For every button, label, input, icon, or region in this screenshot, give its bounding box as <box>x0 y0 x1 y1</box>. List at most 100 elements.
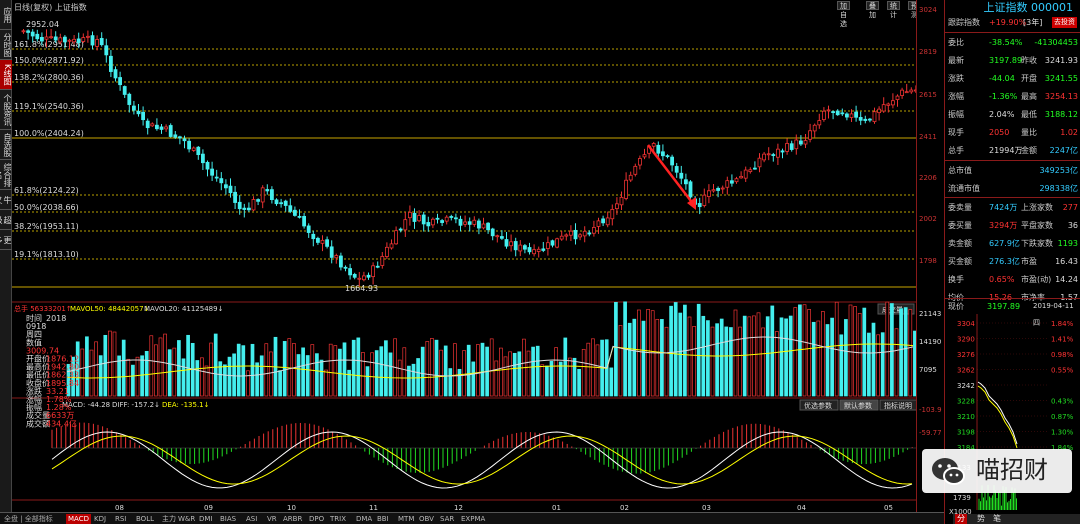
indicator-tab-sar[interactable]: SAR <box>440 515 455 523</box>
overlay-value: 434.4亿 <box>46 418 77 428</box>
order-row: 卖金额 627.9亿 下跌家数 1193 <box>945 235 1080 252</box>
indicator-tab-vr[interactable]: VR <box>267 515 277 523</box>
left-tab-7[interactable]: 超级盘口 <box>0 210 12 230</box>
mini-price-tick: 3184 <box>957 444 975 452</box>
intraday-mini-chart[interactable]: 3304 1.84% 3290 1.41% 3276 0.98% 3262 0.55% 3242… <box>945 314 1080 524</box>
kline-chart-area[interactable]: 161.8%(2951.48) 150.0%(2871.92) 138.2%(280… <box>12 0 916 512</box>
left-tab-0[interactable]: 应用 <box>0 0 12 30</box>
candle-body <box>297 215 302 218</box>
indicator-tab-[interactable]: 主力 <box>162 515 176 523</box>
candle-body <box>633 165 638 175</box>
volume-bar <box>572 357 577 397</box>
volume-bar <box>204 365 209 397</box>
indicator-tab-bias[interactable]: BIAS <box>220 515 237 523</box>
candle-body <box>325 239 330 247</box>
volume-bar <box>264 343 269 397</box>
candle-body <box>716 187 720 191</box>
left-tab-3[interactable]: 个股资讯 <box>0 90 12 130</box>
left-tab-6[interactable]: 牛叉诊断 <box>0 190 12 210</box>
bottombar-left-label[interactable]: 全盘 | 全部指标 <box>4 515 53 523</box>
volume-bar <box>586 342 591 397</box>
volume-bar <box>480 342 485 397</box>
volume-bar <box>581 348 586 397</box>
tab-bi[interactable]: 笔 <box>993 514 1001 523</box>
overlay-value: 1.28% <box>46 403 72 412</box>
indicator-tab-mtm[interactable]: MTM <box>398 515 415 523</box>
tab-shi[interactable]: 势 <box>977 514 985 523</box>
overlay-button[interactable]: 叠加 <box>866 1 879 19</box>
indicator-tab-asi[interactable]: ASI <box>246 515 258 523</box>
indicator-tab-arbr[interactable]: ARBR <box>283 515 303 523</box>
candle-body <box>67 39 72 42</box>
candle-body <box>320 239 325 244</box>
candle-body <box>127 93 132 105</box>
overlay-key: 时间 <box>26 313 42 323</box>
left-tab-2[interactable]: K线图 <box>0 60 12 90</box>
indicator-tab-wr[interactable]: W&R <box>178 515 196 523</box>
left-tab-1[interactable]: 分时图 <box>0 30 12 60</box>
candle-body <box>430 218 435 226</box>
mini-pct-tick: 1.30% <box>1051 429 1074 437</box>
indicator-tab-obv[interactable]: OBV <box>419 515 434 523</box>
overlay-key: 涨跌 <box>26 386 42 396</box>
indicator-tab-boll[interactable]: BOLL <box>136 515 154 523</box>
candle-body <box>86 35 90 38</box>
order-value2: 1.57 <box>1060 289 1078 306</box>
volume-bar <box>738 326 742 397</box>
volume-bar <box>131 364 135 397</box>
volume-bar <box>292 343 296 397</box>
candle-body <box>53 36 58 41</box>
left-tab-8[interactable]: 更多 <box>0 230 12 250</box>
invest-button[interactable]: 去投资 <box>1052 17 1077 28</box>
add-favorite-button[interactable]: 加自选 <box>837 1 850 28</box>
candle-body <box>95 39 99 47</box>
volume-bar <box>494 360 499 397</box>
volume-bar <box>347 369 351 397</box>
candle-body <box>49 36 53 39</box>
indicator-tab-dpo[interactable]: DPO <box>309 515 325 523</box>
macd-btn2-button[interactable] <box>839 399 879 411</box>
price-tick: 1798 <box>919 257 937 265</box>
indicator-tab-dmi[interactable]: DMI <box>199 515 213 523</box>
order-value: 15.26 <box>989 289 1012 306</box>
candle-body <box>242 207 247 210</box>
indicator-tab-dma[interactable]: DMA <box>356 515 373 523</box>
indicator-tab-trix[interactable]: TRIX <box>330 515 346 523</box>
volume-bar <box>98 355 103 397</box>
fib-label: 50.0%(2038.66) <box>14 203 79 212</box>
candle-body <box>403 219 408 231</box>
indicator-tab-kdj[interactable]: KDJ <box>94 515 107 523</box>
volume-bar <box>913 330 916 397</box>
volume-bar <box>250 343 255 397</box>
volume-bar <box>618 325 623 397</box>
volume-bar <box>784 318 788 397</box>
macd-btn1-button[interactable] <box>799 399 839 411</box>
indicator-tab-bbi[interactable]: BBI <box>377 515 389 523</box>
indicator-tab-rsi[interactable]: RSI <box>115 515 127 523</box>
macd-tick: -103.9 <box>919 406 942 414</box>
volume-bar <box>407 365 411 397</box>
left-tab-5[interactable]: 综合排名 <box>0 160 12 190</box>
order-value: 276.3亿 <box>989 257 1020 266</box>
quote-label2: 最高 <box>1021 92 1037 101</box>
order-value: 3294万 <box>989 221 1018 230</box>
index-title: 上证指数 000001 <box>983 1 1074 14</box>
indicator-tab-macd[interactable]: MACD <box>66 514 91 524</box>
overlay-value: 2018 <box>46 314 66 323</box>
tab-fen[interactable]: 分 <box>955 514 967 524</box>
stats-button[interactable]: 统计 <box>887 1 900 19</box>
indicator-tab-expma[interactable]: EXPMA <box>461 515 486 523</box>
candle-body <box>334 255 339 259</box>
volume-selector-button[interactable] <box>877 303 915 315</box>
order-value: 7424万 <box>989 203 1018 212</box>
candle-body <box>495 235 500 238</box>
left-tab-4[interactable]: 自选股 <box>0 130 12 160</box>
volume-bar <box>853 306 857 397</box>
volume-bar <box>457 368 462 397</box>
overlay-key: 开盘价 <box>26 354 50 364</box>
macd-btn3-button[interactable] <box>879 399 916 411</box>
candle-body <box>532 249 536 255</box>
candle-body <box>587 232 592 235</box>
volume-bar <box>315 353 319 397</box>
order-row: 委买量 3294万 平盘家数 36 <box>945 217 1080 234</box>
